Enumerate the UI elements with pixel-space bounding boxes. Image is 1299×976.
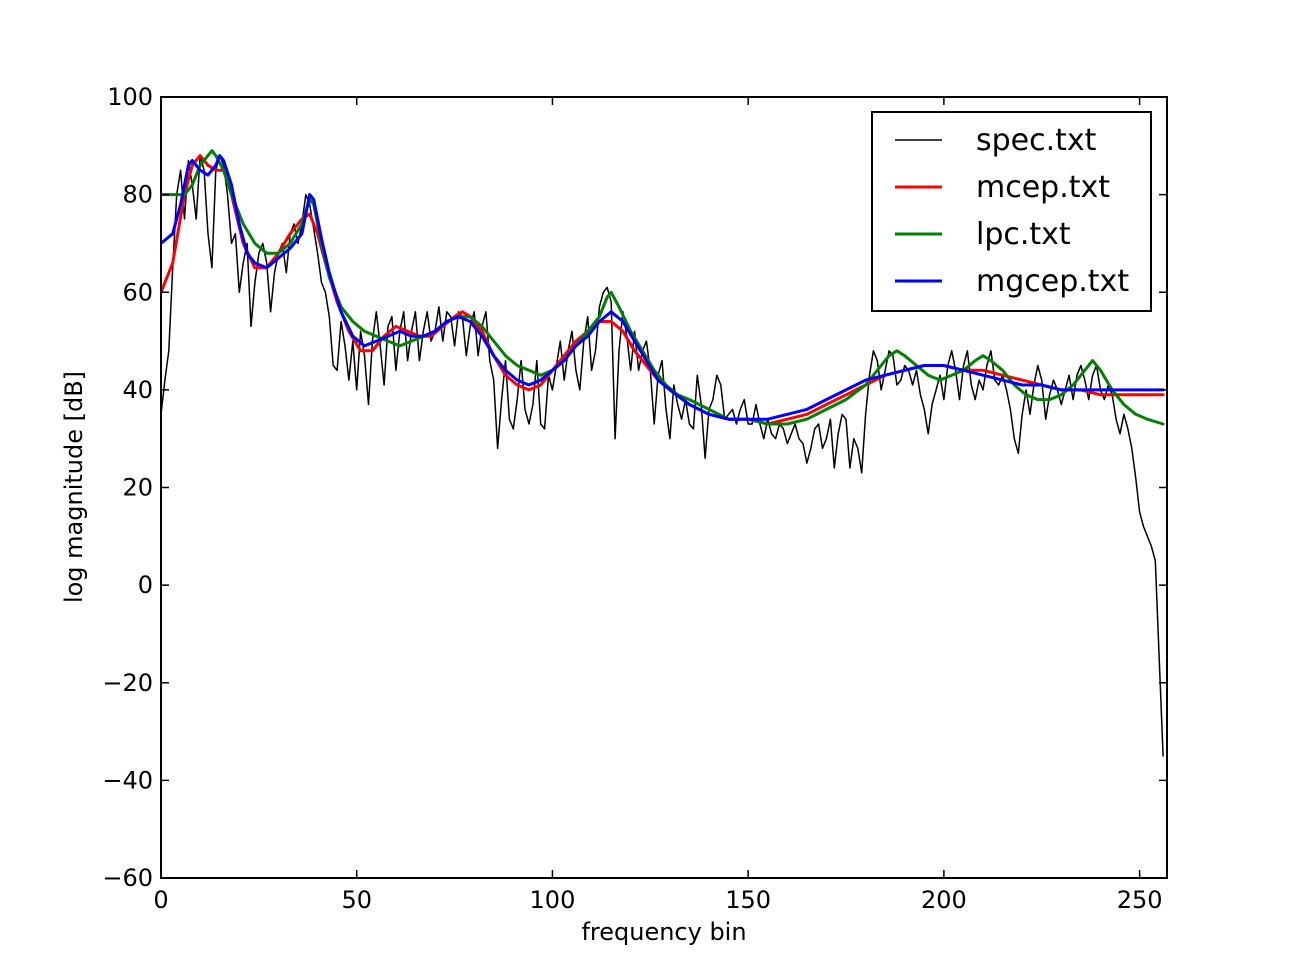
y-tick-label: 80 <box>122 181 153 209</box>
y-tick-label: 0 <box>138 571 153 599</box>
x-tick-label: 50 <box>341 886 372 914</box>
y-tick-label: −60 <box>102 864 153 892</box>
y-tick-label: −20 <box>102 669 153 697</box>
series-line-spec-txt <box>161 154 1164 757</box>
legend: spec.txt mcep.txt lpc.txt mgcep.txt <box>871 111 1152 312</box>
y-tick-label: 100 <box>107 83 153 111</box>
y-tick-label: −40 <box>102 766 153 794</box>
x-axis-label: frequency bin <box>581 918 746 946</box>
x-tick-label: 100 <box>530 886 576 914</box>
y-tick-label: 60 <box>122 278 153 306</box>
y-tick-label: 20 <box>122 474 153 502</box>
y-axis-label: log magnitude [dB] <box>60 371 88 603</box>
x-tick-label: 200 <box>921 886 967 914</box>
legend-label: lpc.txt <box>976 217 1071 252</box>
legend-label: mcep.txt <box>976 170 1110 205</box>
x-tick-label: 250 <box>1117 886 1163 914</box>
x-tick-label: 150 <box>725 886 771 914</box>
x-tick-label: 0 <box>153 886 168 914</box>
series-line-lpc-txt <box>161 149 1165 426</box>
legend-box <box>871 111 1152 312</box>
axis-ticks: 0 50 100 150 200 250 −60 −40 −20 0 20 40 60 80 100 <box>102 83 1167 914</box>
legend-label: mgcep.txt <box>976 264 1129 299</box>
legend-label: spec.txt <box>976 123 1097 158</box>
series-line-mgcep-txt <box>161 154 1165 421</box>
plot-lines <box>161 149 1165 757</box>
y-tick-label: 40 <box>122 376 153 404</box>
